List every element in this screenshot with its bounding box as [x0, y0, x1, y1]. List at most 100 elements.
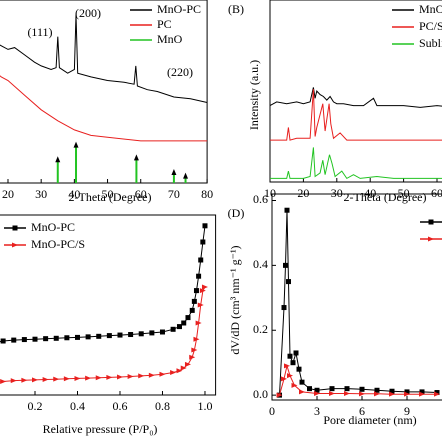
series-line — [269, 87, 442, 108]
marker — [189, 307, 195, 313]
legend-label: PC — [157, 17, 172, 31]
stick-cap — [183, 172, 189, 179]
marker — [359, 386, 365, 392]
series-line — [270, 89, 442, 141]
x-tick-label: 50 — [102, 187, 114, 201]
series-line — [279, 210, 438, 396]
marker — [191, 347, 198, 353]
x-tick-label: 30 — [35, 187, 47, 201]
marker — [404, 391, 410, 397]
marker — [286, 279, 291, 285]
marker — [106, 374, 113, 380]
marker — [419, 389, 425, 395]
marker — [185, 315, 191, 321]
marker — [404, 389, 410, 395]
marker — [21, 337, 27, 343]
x-tick-label: 20 — [2, 187, 14, 201]
marker — [329, 391, 335, 397]
marker — [180, 365, 187, 371]
x-tick-label: 40 — [68, 187, 80, 201]
marker — [127, 373, 134, 379]
x-tick-label: 40 — [364, 186, 376, 200]
marker — [0, 338, 6, 344]
series-line — [270, 147, 442, 180]
marker — [198, 257, 204, 263]
series-line — [0, 286, 206, 383]
marker — [359, 391, 365, 397]
x-tick-label: 20 — [297, 186, 309, 200]
annotation: (220) — [167, 65, 193, 79]
marker — [291, 382, 298, 388]
x-tick-label: 1.0 — [197, 399, 212, 413]
plot-frame — [0, 0, 208, 184]
marker — [11, 337, 17, 343]
marker — [53, 376, 60, 382]
y-axis-label: dV/dD (cm³ nm⁻¹ g⁻¹) — [228, 245, 242, 354]
y-tick-label: 0.0 — [253, 387, 268, 401]
marker — [283, 262, 288, 268]
annotation: (200) — [75, 6, 101, 20]
marker — [0, 379, 7, 384]
marker — [176, 324, 182, 330]
stick-cap — [171, 169, 177, 176]
marker — [170, 370, 177, 375]
x-tick-label: 30 — [331, 186, 343, 200]
legend-label: MnO-PC/S — [419, 2, 442, 16]
marker — [85, 375, 92, 381]
x-tick-label: 80 — [201, 187, 213, 201]
x-tick-label: 0.4 — [70, 399, 85, 413]
marker — [434, 390, 440, 396]
marker — [314, 391, 320, 397]
x-axis-label: Relative pressure (P/P₀) — [43, 422, 158, 436]
marker — [128, 332, 134, 338]
marker — [43, 336, 49, 342]
marker — [189, 354, 196, 360]
marker — [138, 373, 145, 379]
stick-cap — [73, 141, 79, 148]
marker — [202, 223, 208, 229]
marker — [281, 376, 287, 382]
marker — [32, 336, 38, 342]
legend-label: MnO — [157, 32, 183, 46]
x-axis-label: 2-Theta (Degree) — [344, 190, 427, 204]
marker — [42, 377, 49, 383]
marker — [284, 207, 290, 213]
series-line — [0, 225, 206, 343]
marker — [434, 391, 440, 397]
x-tick-label: 60 — [431, 186, 442, 200]
marker — [63, 376, 70, 382]
marker — [374, 387, 380, 393]
y-tick-label: 0.6 — [253, 192, 268, 206]
x-tick-label: 6 — [359, 404, 365, 418]
marker — [31, 377, 38, 383]
marker — [200, 239, 206, 245]
marker — [344, 391, 350, 397]
marker — [195, 320, 202, 326]
marker — [296, 366, 302, 372]
y-axis-label: Intensity (a.u.) — [247, 60, 261, 130]
series-line — [0, 14, 208, 103]
x-tick-label: 9 — [404, 404, 410, 418]
legend-label: PC/S — [419, 19, 442, 33]
marker — [64, 335, 70, 341]
y-tick-label: 0.4 — [253, 257, 268, 271]
marker — [95, 375, 102, 381]
marker — [85, 334, 91, 340]
legend-label: MnO-PC/S — [31, 237, 85, 251]
marker — [170, 326, 176, 332]
marker — [53, 335, 59, 341]
plot-frame — [269, 0, 442, 183]
x-tick-label: 60 — [135, 187, 147, 201]
x-tick-label: 70 — [168, 187, 180, 201]
marker — [96, 333, 102, 339]
marker — [201, 284, 208, 290]
marker — [149, 330, 155, 336]
marker — [307, 386, 312, 392]
marker — [12, 225, 18, 231]
marker — [197, 302, 204, 308]
marker — [159, 329, 165, 335]
marker — [74, 334, 80, 340]
x-tick-label: 0.8 — [155, 399, 170, 413]
